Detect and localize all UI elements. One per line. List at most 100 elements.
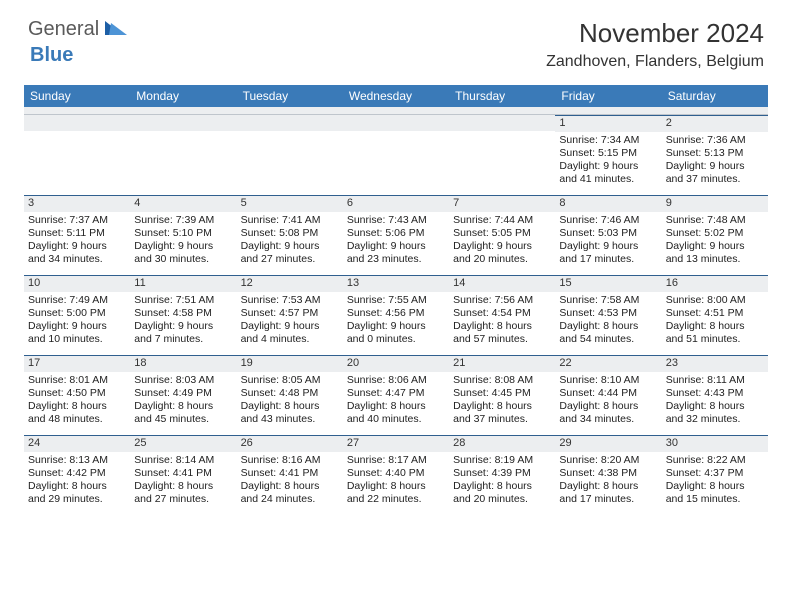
day-cell: 29Sunrise: 8:20 AMSunset: 4:38 PMDayligh…	[555, 435, 661, 515]
day-cell: 14 Sunrise: 7:56 AMSunset: 4:54 PMDayligh…	[449, 275, 555, 355]
day-number	[343, 115, 449, 131]
day-number: 14	[449, 275, 555, 292]
day-number: 9	[662, 195, 768, 212]
daylight-line: Daylight: 8 hours and 40 minutes.	[347, 400, 445, 426]
sunset-line: Sunset: 4:51 PM	[666, 307, 764, 320]
day-cell: 13Sunrise: 7:55 AMSunset: 4:56 PMDayligh…	[343, 275, 449, 355]
logo: General	[28, 18, 129, 41]
title-block: November 2024 Zandhoven, Flanders, Belgi…	[546, 18, 764, 71]
day-number: 3	[24, 195, 130, 212]
day-number: 8	[555, 195, 661, 212]
header: General November 2024 Zandhoven, Flander…	[0, 0, 792, 71]
sunset-line: Sunset: 4:37 PM	[666, 467, 764, 480]
daylight-line: Daylight: 9 hours and 41 minutes.	[559, 160, 657, 186]
month-title: November 2024	[546, 18, 764, 49]
week-row: 17Sunrise: 8:01 AMSunset: 4:50 PMDayligh…	[24, 355, 768, 435]
day-cell: 2Sunrise: 7:36 AMSunset: 5:13 PMDaylight…	[662, 115, 768, 195]
sunrise-line: Sunrise: 8:13 AM	[28, 454, 126, 467]
day-number: 18	[130, 355, 236, 372]
day-cell: 19Sunrise: 8:05 AMSunset: 4:48 PMDayligh…	[237, 355, 343, 435]
sunset-line: Sunset: 4:54 PM	[453, 307, 551, 320]
day-cell: 26Sunrise: 8:16 AMSunset: 4:41 PMDayligh…	[237, 435, 343, 515]
sunset-line: Sunset: 4:40 PM	[347, 467, 445, 480]
day-cell: 9Sunrise: 7:48 AMSunset: 5:02 PMDaylight…	[662, 195, 768, 275]
sunset-line: Sunset: 4:58 PM	[134, 307, 232, 320]
sunset-line: Sunset: 4:56 PM	[347, 307, 445, 320]
day-cell: 20Sunrise: 8:06 AMSunset: 4:47 PMDayligh…	[343, 355, 449, 435]
weekday-header: Friday	[555, 85, 661, 107]
daylight-line: Daylight: 8 hours and 27 minutes.	[134, 480, 232, 506]
daylight-line: Daylight: 8 hours and 32 minutes.	[666, 400, 764, 426]
day-number: 12	[237, 275, 343, 292]
day-number: 24	[24, 435, 130, 452]
day-number: 20	[343, 355, 449, 372]
spacer-row	[24, 107, 768, 115]
day-number: 15	[555, 275, 661, 292]
weekday-header-row: SundayMondayTuesdayWednesdayThursdayFrid…	[24, 85, 768, 107]
daylight-line: Daylight: 8 hours and 22 minutes.	[347, 480, 445, 506]
sunset-line: Sunset: 5:15 PM	[559, 147, 657, 160]
daylight-line: Daylight: 8 hours and 17 minutes.	[559, 480, 657, 506]
sunrise-line: Sunrise: 7:39 AM	[134, 214, 232, 227]
day-cell: 15Sunrise: 7:58 AMSunset: 4:53 PMDayligh…	[555, 275, 661, 355]
day-number: 21	[449, 355, 555, 372]
day-number: 28	[449, 435, 555, 452]
day-cell: 21Sunrise: 8:08 AMSunset: 4:45 PMDayligh…	[449, 355, 555, 435]
sunset-line: Sunset: 4:44 PM	[559, 387, 657, 400]
sunrise-line: Sunrise: 8:06 AM	[347, 374, 445, 387]
daylight-line: Daylight: 8 hours and 57 minutes.	[453, 320, 551, 346]
day-cell: 16Sunrise: 8:00 AMSunset: 4:51 PMDayligh…	[662, 275, 768, 355]
day-cell: 22Sunrise: 8:10 AMSunset: 4:44 PMDayligh…	[555, 355, 661, 435]
daylight-line: Daylight: 8 hours and 15 minutes.	[666, 480, 764, 506]
day-number: 29	[555, 435, 661, 452]
daylight-line: Daylight: 8 hours and 43 minutes.	[241, 400, 339, 426]
sunset-line: Sunset: 5:02 PM	[666, 227, 764, 240]
day-cell: 18Sunrise: 8:03 AMSunset: 4:49 PMDayligh…	[130, 355, 236, 435]
sunrise-line: Sunrise: 8:22 AM	[666, 454, 764, 467]
sunrise-line: Sunrise: 7:51 AM	[134, 294, 232, 307]
day-number: 23	[662, 355, 768, 372]
daylight-line: Daylight: 9 hours and 34 minutes.	[28, 240, 126, 266]
daylight-line: Daylight: 8 hours and 34 minutes.	[559, 400, 657, 426]
sunset-line: Sunset: 5:06 PM	[347, 227, 445, 240]
weekday-header: Tuesday	[237, 85, 343, 107]
weekday-header: Saturday	[662, 85, 768, 107]
day-number: 16	[662, 275, 768, 292]
daylight-line: Daylight: 8 hours and 48 minutes.	[28, 400, 126, 426]
daylight-line: Daylight: 9 hours and 37 minutes.	[666, 160, 764, 186]
daylight-line: Daylight: 9 hours and 30 minutes.	[134, 240, 232, 266]
day-cell: 28 Sunrise: 8:19 AMSunset: 4:39 PMDayligh…	[449, 435, 555, 515]
sunset-line: Sunset: 4:48 PM	[241, 387, 339, 400]
sunset-line: Sunset: 4:39 PM	[453, 467, 551, 480]
sunrise-line: Sunrise: 8:11 AM	[666, 374, 764, 387]
daylight-line: Daylight: 8 hours and 54 minutes.	[559, 320, 657, 346]
day-cell: 8Sunrise: 7:46 AMSunset: 5:03 PMDaylight…	[555, 195, 661, 275]
day-cell	[237, 115, 343, 195]
sunrise-line: Sunrise: 7:56 AM	[453, 294, 551, 307]
day-number: 1	[555, 115, 661, 132]
sunrise-line: Sunrise: 7:41 AM	[241, 214, 339, 227]
daylight-line: Daylight: 8 hours and 45 minutes.	[134, 400, 232, 426]
sunset-line: Sunset: 4:41 PM	[241, 467, 339, 480]
sunrise-line: Sunrise: 7:34 AM	[559, 134, 657, 147]
daylight-line: Daylight: 9 hours and 27 minutes.	[241, 240, 339, 266]
day-cell: 24Sunrise: 8:13 AMSunset: 4:42 PMDayligh…	[24, 435, 130, 515]
sunset-line: Sunset: 4:41 PM	[134, 467, 232, 480]
sunrise-line: Sunrise: 8:03 AM	[134, 374, 232, 387]
sunset-line: Sunset: 4:53 PM	[559, 307, 657, 320]
day-number: 11	[130, 275, 236, 292]
daylight-line: Daylight: 8 hours and 20 minutes.	[453, 480, 551, 506]
sunset-line: Sunset: 4:38 PM	[559, 467, 657, 480]
sunrise-line: Sunrise: 8:10 AM	[559, 374, 657, 387]
day-number	[449, 115, 555, 131]
daylight-line: Daylight: 8 hours and 37 minutes.	[453, 400, 551, 426]
day-number: 6	[343, 195, 449, 212]
sunset-line: Sunset: 5:05 PM	[453, 227, 551, 240]
day-cell: 25Sunrise: 8:14 AMSunset: 4:41 PMDayligh…	[130, 435, 236, 515]
sunrise-line: Sunrise: 7:53 AM	[241, 294, 339, 307]
day-cell: 30Sunrise: 8:22 AMSunset: 4:37 PMDayligh…	[662, 435, 768, 515]
sunrise-line: Sunrise: 8:17 AM	[347, 454, 445, 467]
sunrise-line: Sunrise: 8:19 AM	[453, 454, 551, 467]
day-number: 2	[662, 115, 768, 132]
sunset-line: Sunset: 5:10 PM	[134, 227, 232, 240]
